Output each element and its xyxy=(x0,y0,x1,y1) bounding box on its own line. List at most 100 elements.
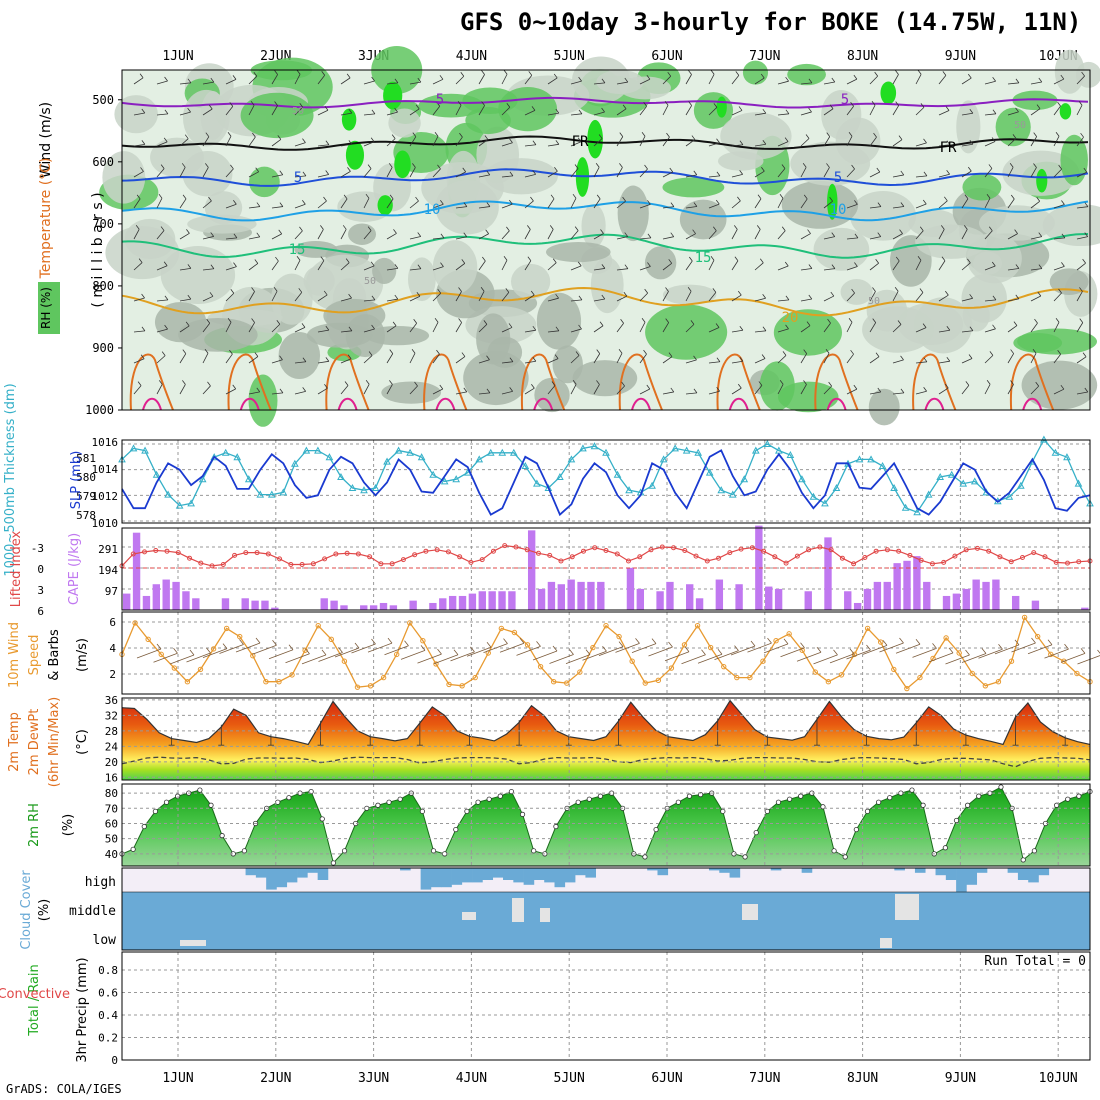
wind-barb xyxy=(1038,77,1043,83)
ylabel-convective: Convective xyxy=(0,987,70,1002)
wind-barb xyxy=(340,143,352,147)
wind-barb xyxy=(271,291,278,302)
isotherm-label: 5 xyxy=(841,92,849,108)
cape-tick-label: 97 xyxy=(105,585,118,598)
wind-speed-marker xyxy=(250,653,256,659)
wind-barb xyxy=(184,134,189,139)
wind-barb xyxy=(665,287,669,292)
wind-barb xyxy=(169,654,195,665)
wind-barb xyxy=(984,384,991,395)
wind-barb xyxy=(136,648,162,659)
wind-barb xyxy=(248,206,260,209)
wind-barb xyxy=(436,102,441,107)
thickness-marker xyxy=(348,483,357,491)
wind-barb xyxy=(622,104,627,110)
wind-barb xyxy=(900,355,904,361)
wind-barb xyxy=(1014,229,1018,234)
rh-blob xyxy=(294,240,338,258)
wind-barb xyxy=(731,329,743,333)
isotherm-label: 10 xyxy=(830,202,847,218)
li-marker xyxy=(637,554,643,560)
cape-frame xyxy=(121,527,1091,611)
wind-barb xyxy=(478,233,489,240)
wind-barb xyxy=(225,106,234,116)
chart-title: GFS 0~10day 3-hourly for BOKE (14.75W, 1… xyxy=(460,8,1082,36)
cloud-gap xyxy=(742,904,758,920)
wind-barb xyxy=(685,105,692,116)
thickness-frame xyxy=(121,439,1091,524)
rh-blob xyxy=(679,199,727,240)
wind-barb xyxy=(481,101,485,106)
wind-barb xyxy=(577,137,582,142)
cape-bar xyxy=(1081,607,1089,610)
wind-barb xyxy=(555,108,560,114)
wind-barb xyxy=(879,642,904,653)
wind-barb xyxy=(823,353,830,364)
wind-barb xyxy=(616,167,623,178)
wind-barb xyxy=(848,131,853,137)
wind-barb xyxy=(1007,268,1019,271)
rh-marker xyxy=(597,793,604,799)
wind-barb xyxy=(225,136,232,147)
wind-barb xyxy=(578,109,583,115)
wind-barb xyxy=(478,206,490,209)
thickness-marker xyxy=(936,472,945,480)
wind-barb xyxy=(1053,168,1062,178)
wind-barb xyxy=(394,294,399,300)
li-marker xyxy=(322,556,328,562)
wind-barb xyxy=(1010,349,1014,354)
wind-barb xyxy=(829,104,834,109)
wind-barb xyxy=(1030,385,1039,395)
wind-barb xyxy=(777,355,787,364)
wind-barb xyxy=(823,322,831,333)
rh-marker xyxy=(319,816,325,822)
cloud-frame xyxy=(121,867,1091,951)
wind-barb xyxy=(554,354,559,359)
wind-barb xyxy=(370,137,375,143)
wind-barb xyxy=(365,193,370,199)
wind-speed-marker xyxy=(668,665,675,671)
wind-barb xyxy=(186,229,190,234)
thickness-marker xyxy=(613,470,622,478)
wind-barb xyxy=(639,388,650,395)
thickness-marker xyxy=(705,468,714,476)
wind-barb xyxy=(363,113,375,116)
wind-barb xyxy=(1030,353,1037,364)
wind-barb xyxy=(595,163,600,168)
wind-barb xyxy=(133,171,144,178)
wind-barb xyxy=(1030,322,1038,333)
cape-bar xyxy=(537,588,546,610)
wind-speed-marker xyxy=(878,639,884,645)
rh-blob xyxy=(1059,103,1072,120)
thickness-marker xyxy=(659,455,668,463)
wind-barb xyxy=(1007,353,1014,364)
wind-barb xyxy=(389,349,394,354)
wind-speed-marker xyxy=(982,683,989,689)
wind-barb xyxy=(179,325,190,333)
wind-barb xyxy=(530,196,534,202)
cape-bar xyxy=(429,602,437,610)
wind-barb xyxy=(371,638,376,645)
wind-barb xyxy=(298,288,303,293)
thickness-marker xyxy=(648,481,656,489)
wind-barb xyxy=(639,353,647,364)
li-tick-label: 0 xyxy=(37,563,44,576)
thickness-marker xyxy=(763,439,772,447)
wind-barb xyxy=(480,287,485,292)
wind-barb xyxy=(133,385,142,395)
wind-barb xyxy=(275,256,279,262)
cloud-high-bar xyxy=(1007,868,1019,873)
wind-barb xyxy=(570,198,577,209)
cloud-high-bar xyxy=(657,868,669,876)
wind-barb xyxy=(1057,349,1061,355)
wind-barb xyxy=(850,349,854,355)
day-label-top: 4JUN xyxy=(456,49,487,64)
wind-barb xyxy=(900,202,905,207)
li-marker xyxy=(783,560,789,566)
wind-barb xyxy=(463,202,468,207)
wind-barb xyxy=(1035,381,1040,387)
wind-barb xyxy=(1038,264,1043,269)
wind-barb xyxy=(731,360,743,364)
wind-barb xyxy=(413,319,417,324)
wind-barb xyxy=(961,385,970,395)
